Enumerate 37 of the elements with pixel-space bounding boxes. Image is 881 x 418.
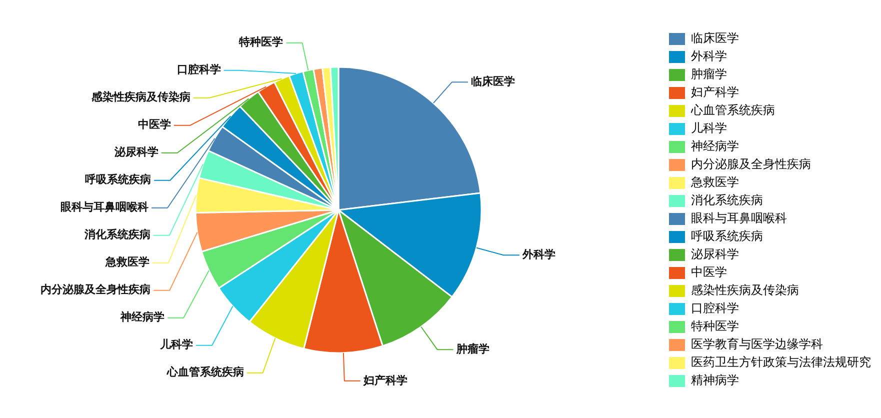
legend-label: 内分泌腺及全身性疾病 <box>691 157 811 172</box>
slice-label: 妇产科学 <box>362 374 408 387</box>
legend-label: 感染性疾病及传染病 <box>691 283 799 298</box>
slice-label: 呼吸系统疾病 <box>85 173 152 186</box>
legend-label: 外科学 <box>691 49 727 64</box>
slice-label: 肿瘤学 <box>455 342 490 356</box>
legend-label: 中医学 <box>691 265 727 280</box>
slice-label: 外科学 <box>521 248 556 261</box>
slice-label: 特种医学 <box>238 36 284 49</box>
legend-label: 眼科与耳鼻咽喉科 <box>691 211 787 226</box>
slice-label: 儿科学 <box>159 338 194 352</box>
slice-label: 口腔科学 <box>176 63 221 76</box>
slice-label: 内分泌腺及全身性疾病 <box>40 283 151 296</box>
legend-label: 呼吸系统疾病 <box>691 229 763 244</box>
legend-label: 消化系统疾病 <box>691 193 763 208</box>
legend-label: 儿科学 <box>691 121 727 136</box>
legend-label: 泌尿科学 <box>691 247 739 262</box>
legend-label: 肿瘤学 <box>691 67 727 82</box>
legend-label: 医学教育与医学边缘学科 <box>691 337 823 352</box>
legend-label: 口腔科学 <box>691 301 739 316</box>
legend-label: 特种医学 <box>691 319 739 334</box>
legend-label: 妇产科学 <box>691 85 739 100</box>
legend-label: 急救医学 <box>690 175 739 190</box>
slice-label: 心血管系统疾病 <box>166 366 244 379</box>
slice-label: 临床医学 <box>470 74 515 88</box>
legend-label: 精神病学 <box>691 373 739 388</box>
slice-label: 消化系统疾病 <box>83 228 150 242</box>
slice-label: 泌尿科学 <box>113 146 158 159</box>
legend-label: 心血管系统疾病 <box>690 103 775 118</box>
legend-label: 临床医学 <box>691 31 739 46</box>
legend-label: 神经病学 <box>691 139 739 154</box>
slice-label: 中医学 <box>138 118 171 132</box>
slice-label: 感染性疾病及传染病 <box>90 90 190 104</box>
slice-label: 眼科与耳鼻咽喉科 <box>60 200 149 214</box>
legend-label: 医药卫生方针政策与法律法规研究 <box>691 355 871 370</box>
slice-label: 急救医学 <box>104 256 150 269</box>
slice-label: 神经病学 <box>120 310 165 324</box>
